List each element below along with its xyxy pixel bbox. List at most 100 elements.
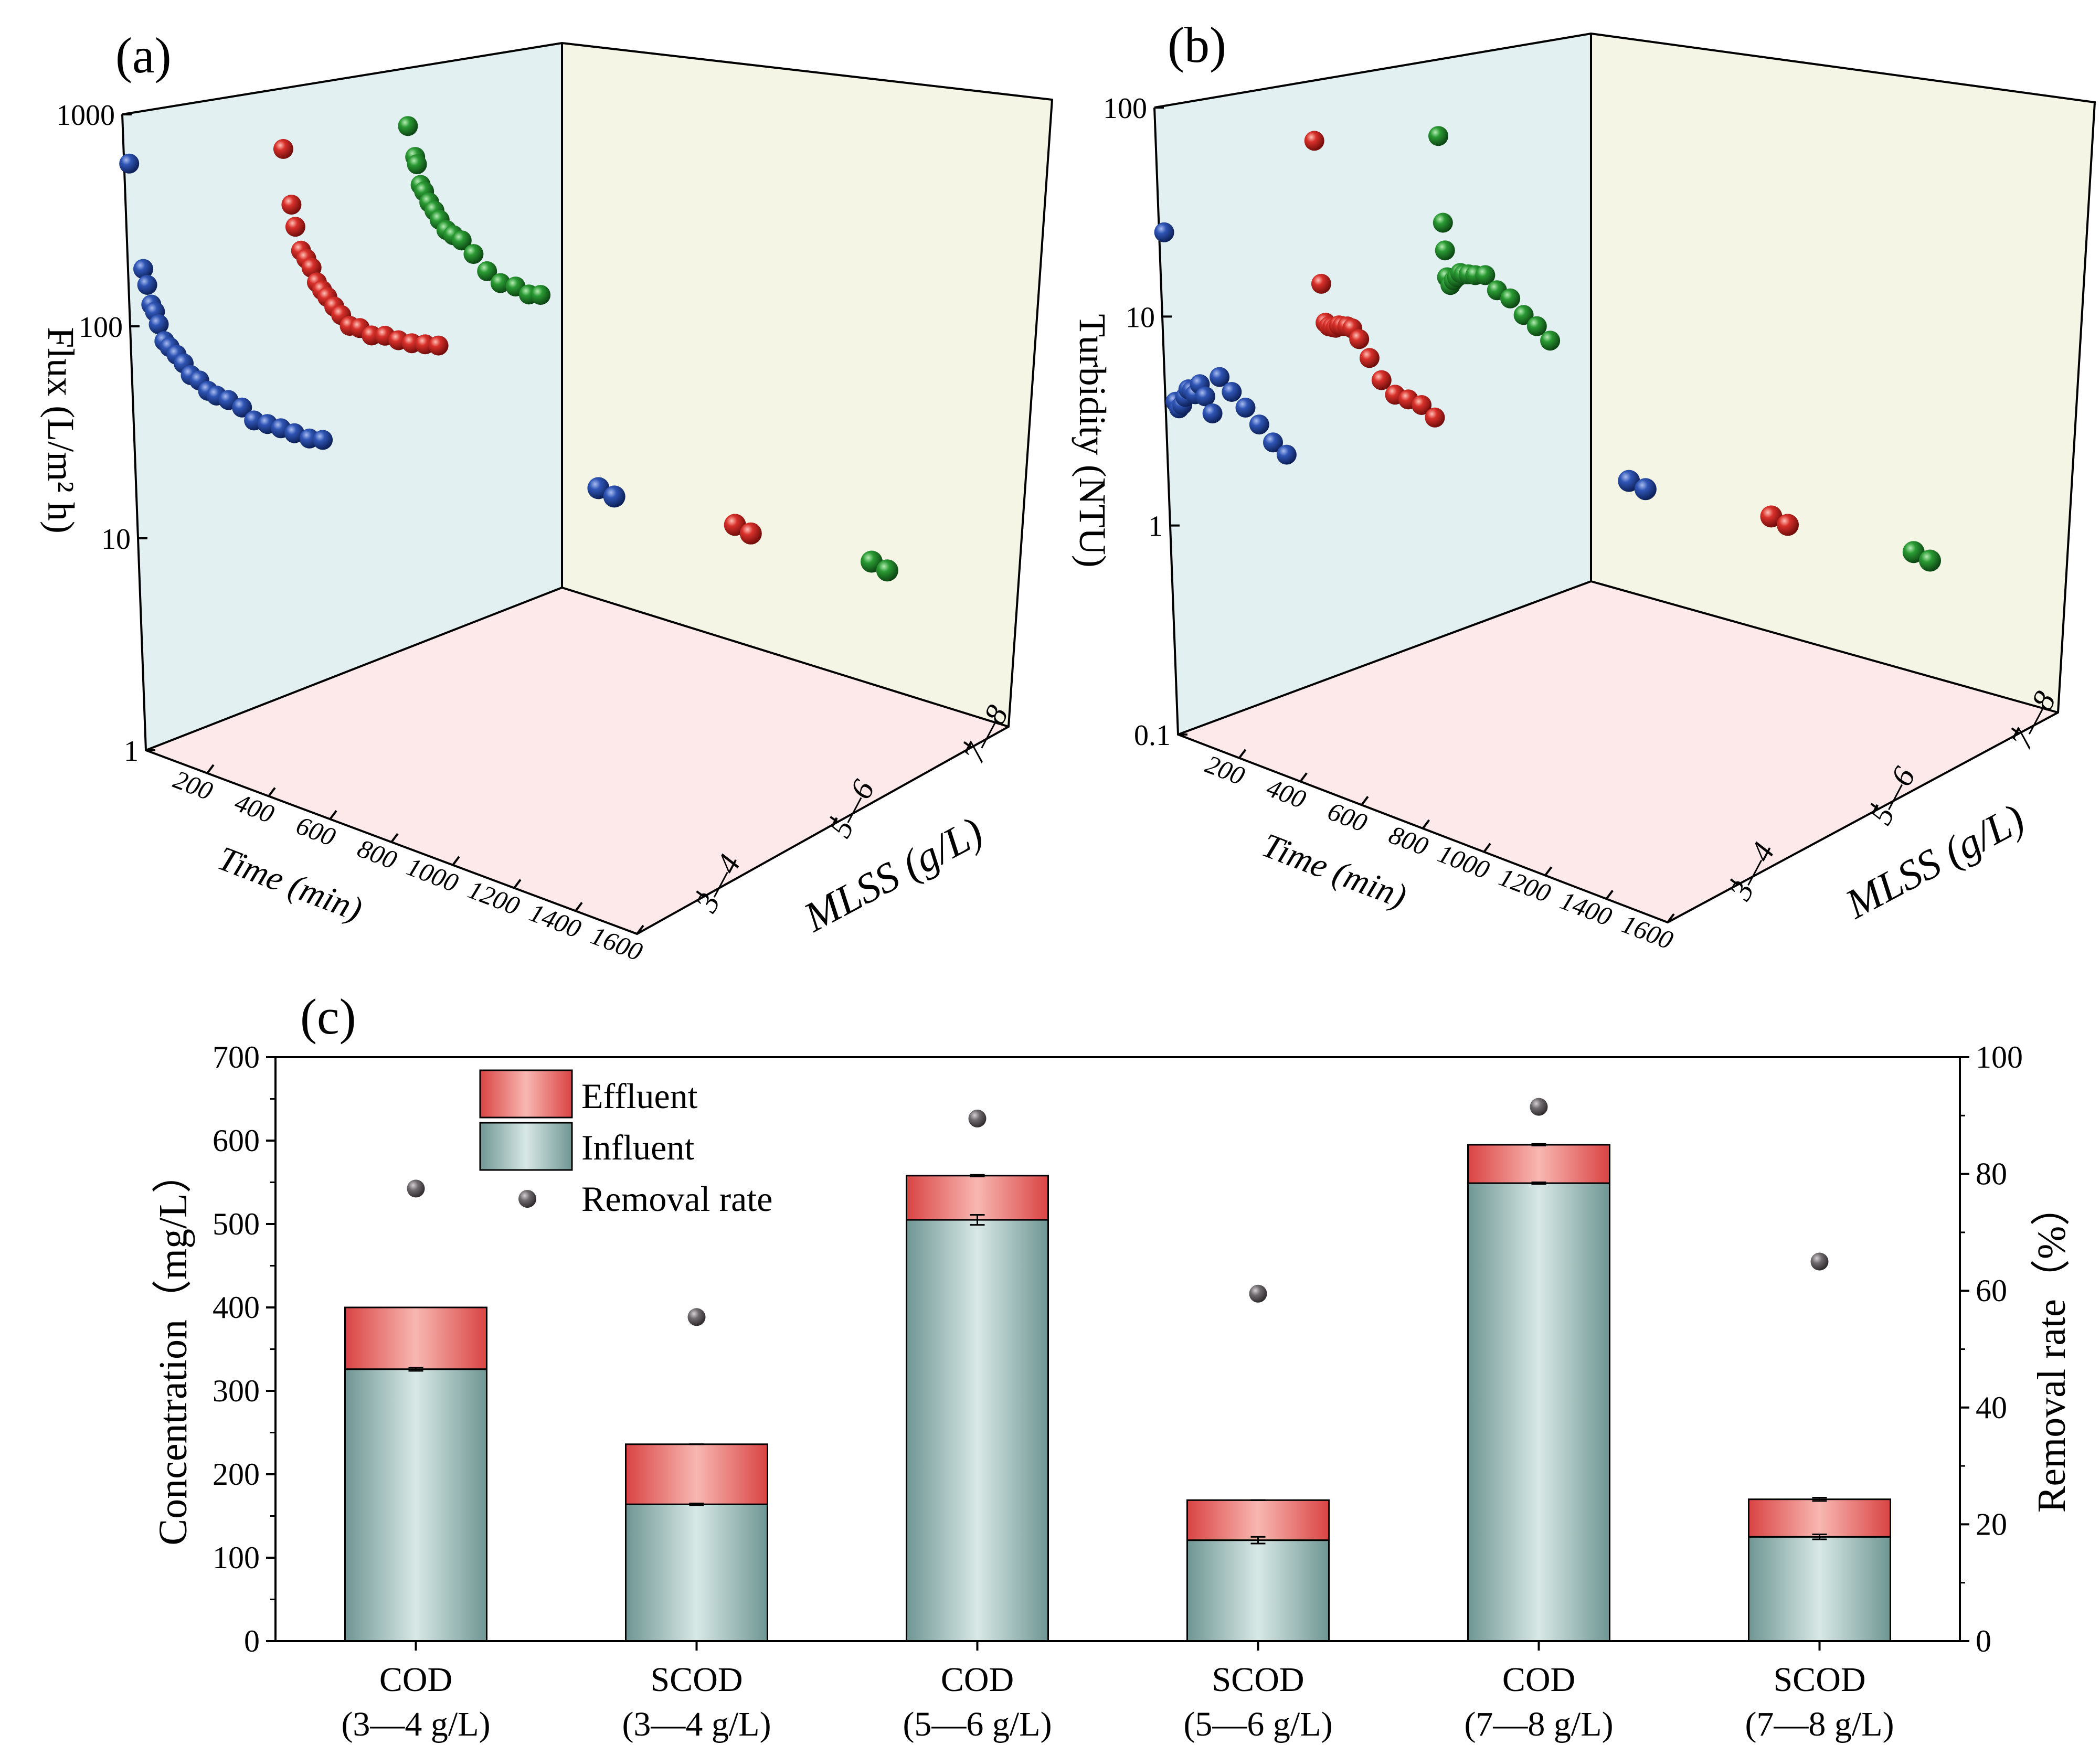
data-point-red	[1371, 370, 1392, 390]
data-point-blue	[1222, 382, 1242, 402]
x-tick	[513, 879, 522, 889]
data-point-green	[531, 285, 551, 305]
data-point-red	[281, 195, 302, 215]
z-axis-label: Turbidity (NTU)	[1072, 314, 1113, 567]
removal-rate-marker	[1530, 1098, 1548, 1116]
right-axis-ticks: 0 20 40 60 80 100	[1960, 1040, 2023, 1658]
right-axis-label: Removal rate（%）	[2030, 1186, 2074, 1513]
bar-effluent	[625, 1443, 768, 1505]
data-point-blue	[1235, 397, 1256, 418]
bar-effluent	[906, 1175, 1049, 1221]
projected-point-blue	[603, 485, 625, 508]
x-tick	[452, 856, 460, 866]
z-tick-label: 1	[1148, 510, 1163, 543]
data-point-green	[463, 244, 484, 264]
category-label-line1: SCOD	[1773, 1661, 1865, 1699]
data-point-green	[398, 116, 418, 136]
y2-tick-label: 0	[1976, 1624, 1991, 1658]
category-label-line2: (5—6 g/L)	[1183, 1705, 1332, 1743]
x-tick	[390, 833, 399, 843]
data-point-blue	[1154, 222, 1174, 242]
category-label-line1: COD	[379, 1661, 452, 1699]
data-point-blue	[133, 259, 153, 279]
bar-influent	[1467, 1182, 1610, 1642]
x-tick	[1361, 796, 1369, 806]
projected-point-green	[1919, 549, 1941, 572]
data-point-red	[428, 335, 449, 356]
z-tick-label: 100	[79, 311, 123, 344]
data-point-blue	[1249, 414, 1269, 435]
x-tick	[268, 787, 276, 797]
z-tick-label: 10	[1126, 301, 1155, 334]
legend-swatch-influent	[479, 1122, 573, 1171]
y-tick	[1730, 878, 1739, 886]
data-point-red	[1349, 329, 1370, 349]
y-tick	[963, 741, 972, 749]
x-tick	[575, 902, 583, 912]
removal-rate-marker	[687, 1308, 706, 1326]
removal-rate-markers	[407, 1098, 1829, 1326]
left-axis-label: Concentration（mg/L）	[151, 1153, 195, 1545]
bar-effluent	[1748, 1498, 1891, 1538]
y-tick	[1870, 803, 1879, 810]
data-point-green	[451, 230, 472, 251]
y-tick-label: 200	[213, 1457, 260, 1492]
category-label-line1: SCOD	[1212, 1661, 1304, 1699]
z-axis-label: Flux (L/m² h)	[40, 327, 82, 534]
left-axis-ticks: 0 100 200 300 400 500 600 700	[213, 1040, 275, 1658]
bar-influent	[906, 1219, 1049, 1642]
y2-tick-label: 100	[1976, 1040, 2023, 1074]
legend-label-removal-rate: Removal rate	[581, 1179, 772, 1219]
x-tick	[1299, 772, 1308, 782]
bars	[344, 1143, 1891, 1642]
bar-influent	[1748, 1536, 1891, 1642]
data-point-blue	[313, 430, 333, 450]
projected-point-red	[1760, 505, 1783, 528]
y-tick-label: 600	[213, 1123, 260, 1158]
category-label-line2: (3—4 g/L)	[622, 1705, 771, 1743]
y2-tick-label: 60	[1976, 1273, 2007, 1308]
category-label-line1: COD	[941, 1661, 1014, 1699]
legend-label-effluent: Effluent	[581, 1076, 698, 1116]
x-axis-label: Time (min)	[213, 839, 367, 929]
removal-rate-marker	[1249, 1284, 1267, 1303]
category-label-line2: (3—4 g/L)	[341, 1705, 490, 1743]
y-tick-label: 400	[213, 1290, 260, 1325]
legend: Effluent Influent Removal rate	[479, 1069, 772, 1219]
legend-swatch-effluent	[479, 1069, 573, 1119]
z-tick-label: 0.1	[1134, 719, 1171, 752]
data-points	[119, 116, 898, 582]
projected-point-blue	[1634, 478, 1657, 501]
category-label-line1: SCOD	[650, 1661, 743, 1699]
y-tick	[696, 890, 705, 898]
y-tick	[830, 816, 839, 823]
removal-rate-marker	[968, 1109, 987, 1127]
data-point-green	[1540, 331, 1561, 351]
z-tick-label: 100	[1103, 92, 1147, 125]
z-tick-label: 1	[124, 735, 139, 768]
projected-point-green	[1902, 541, 1925, 563]
data-point-green	[477, 261, 497, 281]
x-tick	[329, 810, 337, 820]
data-point-red	[285, 217, 305, 237]
data-point-red	[273, 139, 293, 159]
category-label-line2: (7—8 g/L)	[1464, 1705, 1613, 1743]
category-label-line2: (7—8 g/L)	[1745, 1705, 1894, 1743]
bar-influent	[1186, 1539, 1330, 1642]
data-point-green	[1526, 316, 1547, 336]
panel-label: (c)	[300, 988, 356, 1045]
data-point-green	[1513, 305, 1534, 325]
z-tick-label: 10	[101, 523, 131, 556]
data-point-green	[407, 154, 427, 175]
legend-label-influent: Influent	[581, 1127, 694, 1167]
y-tick-label: 300	[213, 1374, 260, 1408]
data-points	[1154, 126, 1941, 572]
floor-plane	[146, 588, 1009, 934]
data-point-green	[1435, 240, 1455, 261]
data-point-blue	[1276, 444, 1297, 465]
data-point-green	[1433, 212, 1453, 233]
data-point-blue	[284, 423, 304, 443]
bar-influent	[344, 1368, 487, 1642]
data-point-blue	[119, 153, 140, 174]
